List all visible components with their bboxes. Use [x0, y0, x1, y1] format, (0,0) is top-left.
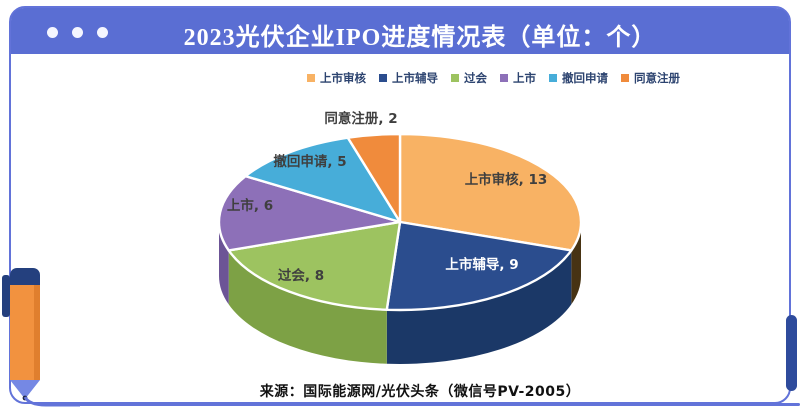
- source-text: 来源：国际能源网/光伏头条（微信号PV-2005）: [259, 384, 581, 400]
- legend-label: 同意注册: [634, 71, 680, 85]
- chart-legend: 上市审核 上市辅导 过会 上市 撤回申请 同意注册: [307, 70, 680, 86]
- pie-slice-5: [346, 132, 402, 224]
- pie-slice-side-2: [228, 250, 387, 364]
- window-dot-icon: [72, 27, 83, 38]
- legend-item-5: 同意注册: [621, 70, 680, 86]
- pie-label-3: 上市, 6: [227, 197, 273, 214]
- pie-label-1: 上市辅导, 9: [445, 256, 518, 273]
- legend-label: 撤回申请: [562, 71, 608, 85]
- legend-swatch-icon: [379, 74, 387, 82]
- scrollbar-thumb[interactable]: [786, 315, 797, 391]
- pie-slice-0: [398, 132, 583, 252]
- pie-label-4: 撤回申请, 5: [273, 153, 346, 170]
- pen-icon: [2, 268, 80, 407]
- legend-label: 上市辅导: [392, 71, 438, 85]
- legend-swatch-icon: [549, 74, 557, 82]
- legend-item-4: 撤回申请: [549, 70, 608, 86]
- legend-item-0: 上市审核: [307, 70, 366, 86]
- page-title: 2023光伏企业IPO进度情况表（单位：个）: [183, 25, 657, 51]
- window-dots: [47, 27, 108, 38]
- pie-label-2: 过会, 8: [278, 267, 324, 284]
- pie-label-0: 上市审核, 13: [465, 171, 548, 188]
- window-dot-icon: [47, 27, 58, 38]
- pie-slice-3: [217, 174, 402, 252]
- legend-swatch-icon: [500, 74, 508, 82]
- legend-label: 上市审核: [320, 71, 366, 85]
- legend-item-2: 过会: [451, 70, 487, 86]
- pie-slice-4: [244, 136, 402, 224]
- legend-label: 上市: [513, 71, 536, 85]
- legend-swatch-icon: [451, 74, 459, 82]
- legend-item-3: 上市: [500, 70, 536, 86]
- legend-item-1: 上市辅导: [379, 70, 438, 86]
- legend-swatch-icon: [307, 74, 315, 82]
- pie-slice-1: [385, 220, 573, 312]
- legend-swatch-icon: [621, 74, 629, 82]
- legend-label: 过会: [464, 71, 487, 85]
- pie-label-5: 同意注册, 2: [324, 110, 397, 127]
- window-dot-icon: [97, 27, 108, 38]
- pie-slice-side-1: [386, 250, 572, 364]
- pie-slice-side-0: [571, 222, 581, 305]
- window-header: 2023光伏企业IPO进度情况表（单位：个）: [11, 8, 789, 54]
- pen-wire-line: [40, 403, 800, 406]
- pie-slice-side-3: [219, 222, 229, 305]
